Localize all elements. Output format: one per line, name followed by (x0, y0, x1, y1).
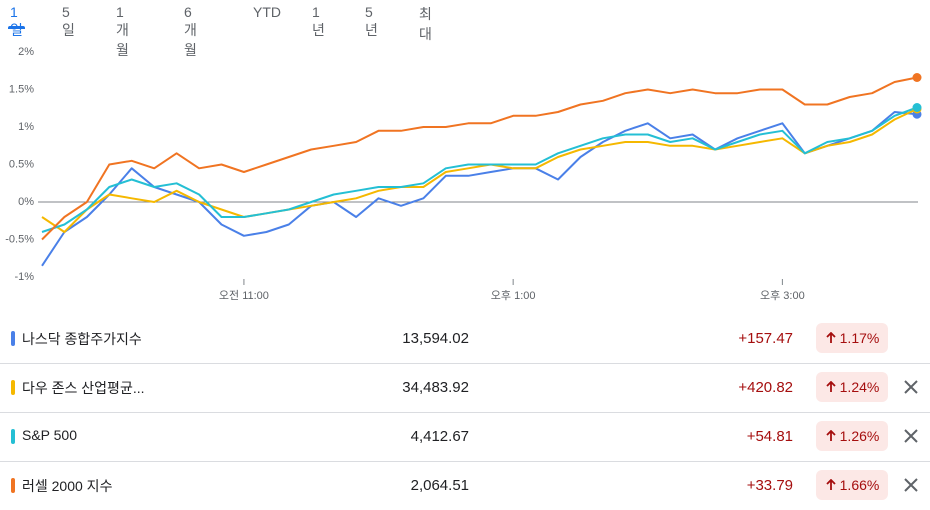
quote-row[interactable]: 러셀 2000 지수 2,064.51 +33.79 1.66% (0, 461, 930, 510)
x-tick-label: 오후 1:00 (491, 289, 536, 302)
series-line (41, 108, 918, 233)
arrow-shape (826, 479, 836, 490)
y-tick-label: 0% (18, 196, 34, 208)
change-pill: 1.24% (816, 372, 888, 402)
change-percent: 1.66% (839, 477, 880, 493)
remove-button[interactable] (902, 427, 920, 445)
arrow-shape (826, 332, 836, 343)
y-tick-label: 0.5% (9, 158, 34, 170)
y-tick-label: 1% (18, 121, 34, 133)
range-tab[interactable]: 1년 (312, 4, 325, 38)
quote-change: +54.81 (746, 428, 793, 445)
change-pill: 1.17% (816, 323, 888, 353)
range-tab[interactable]: 5일 (62, 4, 75, 38)
series-line (41, 106, 918, 233)
up-arrow-icon (826, 332, 836, 343)
remove-button[interactable] (902, 378, 920, 396)
range-tab[interactable]: YTD (253, 4, 281, 20)
close-icon (904, 380, 918, 394)
range-tab[interactable]: 1개월 (116, 4, 129, 58)
close-icon (904, 478, 918, 492)
legend-swatch (11, 331, 15, 346)
up-arrow-icon (826, 381, 836, 392)
range-tab[interactable]: 1일 (8, 4, 25, 38)
legend-swatch (11, 429, 15, 444)
close-icon (904, 429, 918, 443)
quote-price: 34,483.92 (402, 379, 469, 396)
quote-name: 나스닥 종합주가지수 (22, 331, 142, 347)
end-dot (912, 103, 922, 112)
legend-swatch (11, 478, 15, 493)
arrow-shape (826, 430, 836, 441)
x-tick-label: 오후 3:00 (760, 289, 805, 302)
range-tab[interactable]: 6개월 (184, 4, 197, 58)
series-line (41, 76, 918, 241)
quote-name: 러셀 2000 지수 (22, 478, 113, 494)
quote-price: 2,064.51 (410, 477, 469, 494)
quote-row[interactable]: S&P 500 4,412.67 +54.81 1.26% (0, 412, 930, 462)
legend-swatch (11, 380, 15, 395)
quote-row[interactable]: 다우 존스 산업평균... 34,483.92 +420.82 1.24% (0, 363, 930, 413)
change-pill: 1.66% (816, 470, 888, 500)
range-tab[interactable]: 최대 (419, 6, 432, 42)
up-arrow-icon (826, 430, 836, 441)
quote-name: 다우 존스 산업평균... (22, 380, 145, 396)
x-tick-label: 오전 11:00 (219, 289, 269, 302)
quote-change: +420.82 (738, 379, 793, 396)
y-tick-label: -0.5% (5, 233, 34, 245)
y-tick-label: -1% (14, 271, 34, 283)
quote-change: +157.47 (738, 330, 793, 347)
change-pill: 1.26% (816, 421, 888, 451)
y-tick-label: 2% (18, 46, 34, 58)
series-line (41, 111, 918, 267)
change-percent: 1.26% (839, 428, 880, 444)
chart: -1% -0.5% 0% 0.5% 1% 1.5% 2% 오전 11:00 오후 1:00 오후 … (5, 46, 922, 302)
change-percent: 1.24% (839, 379, 880, 395)
change-percent: 1.17% (839, 330, 880, 346)
end-dot (912, 73, 922, 82)
quote-row[interactable]: 나스닥 종합주가지수 13,594.02 +157.47 1.17% (0, 314, 930, 364)
quote-price: 4,412.67 (410, 428, 469, 445)
quote-price: 13,594.02 (402, 330, 469, 347)
quote-change: +33.79 (746, 477, 793, 494)
range-tab[interactable]: 5년 (365, 4, 378, 38)
up-arrow-icon (826, 479, 836, 490)
remove-button[interactable] (902, 476, 920, 494)
arrow-shape (826, 381, 836, 392)
y-tick-label: 1.5% (9, 83, 34, 95)
quote-name: S&P 500 (22, 427, 78, 443)
